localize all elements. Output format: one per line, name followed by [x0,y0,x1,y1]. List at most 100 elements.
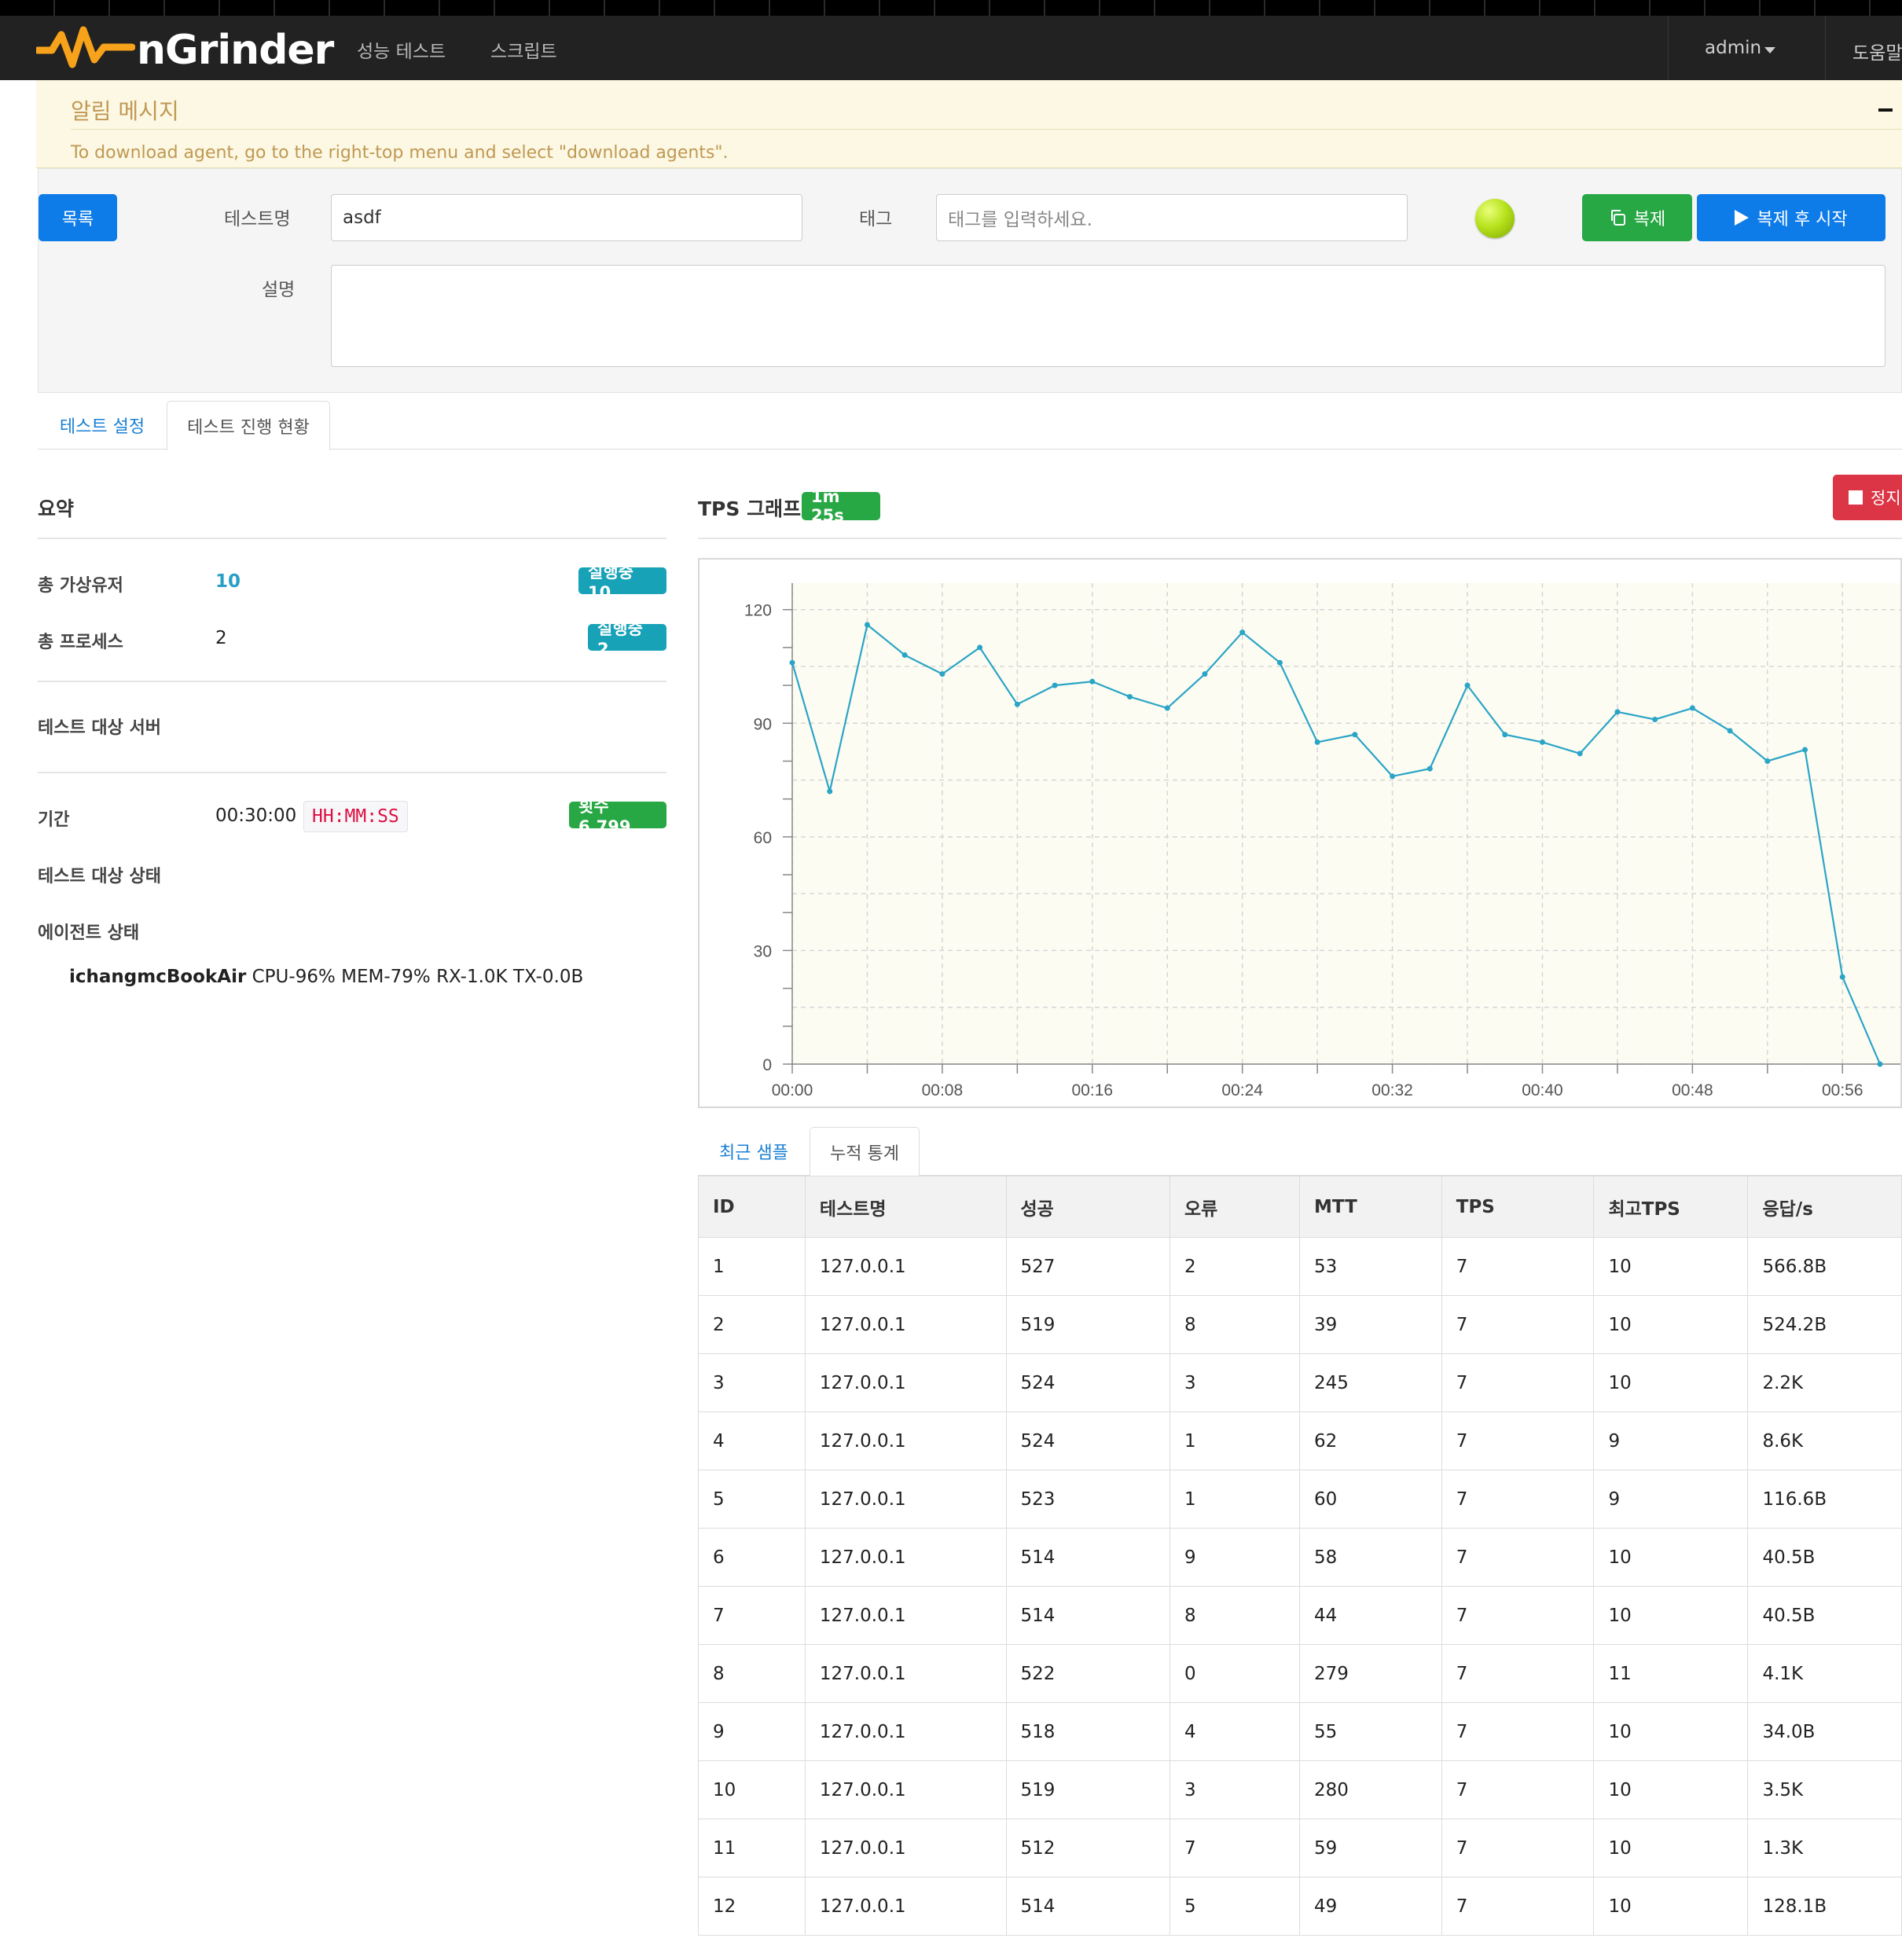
agent-status-row: ichangmcBookAir CPU-96% MEM-79% RX-1.0K … [69,967,583,987]
test-name-input[interactable]: asdf [331,194,802,241]
cell-peak-tps: 9 [1593,1470,1749,1529]
main-tabs: 테스트 설정 테스트 진행 현황 [38,401,1902,450]
cell-test-name: 127.0.0.1 [804,1644,1007,1703]
column-header-peak-tps: 최고TPS [1593,1176,1749,1238]
cell-id: 12 [698,1877,806,1936]
cell-tps: 7 [1441,1470,1595,1529]
target-status-label: 테스트 대상 상태 [38,867,161,886]
nav-performance-test[interactable]: 성능 테스트 [357,42,446,62]
description-textarea[interactable] [331,265,1885,367]
cell-peak-tps: 11 [1593,1644,1749,1703]
cell-success: 518 [1005,1702,1171,1761]
table-row: 11 127.0.0.1 512 7 59 7 10 1.3K [698,1819,1902,1877]
collapse-icon[interactable] [1878,108,1893,112]
cell-errors: 2 [1169,1237,1300,1296]
cell-tps: 7 [1441,1877,1595,1936]
cell-bytes-per-second: 128.1B [1747,1877,1902,1936]
y-tick-label: 0 [762,1056,772,1074]
list-button[interactable]: 목록 [39,194,117,241]
process-running-badge: 실행중 2 [588,619,666,659]
cell-test-name: 127.0.0.1 [804,1353,1007,1412]
elapsed-time-badge: 1m 25s [802,487,880,525]
cell-errors: 0 [1169,1644,1300,1703]
y-tick-label: 30 [754,942,772,960]
cell-success: 527 [1005,1237,1171,1296]
help-menu[interactable]: 도움말 [1825,16,1902,80]
table-row: 9 127.0.0.1 518 4 55 7 10 34.0B [698,1702,1902,1761]
cell-id: 10 [698,1760,806,1819]
tps-data-point [1689,705,1695,711]
stop-button[interactable]: 정지 [1833,475,1902,520]
tps-series-line [791,623,1882,1065]
cell-bytes-per-second: 40.5B [1747,1586,1902,1645]
caret-down-icon [1764,47,1775,53]
cell-mtt: 53 [1298,1237,1442,1296]
cell-mtt: 62 [1298,1411,1442,1470]
tps-data-point [1802,747,1808,753]
cell-success: 514 [1005,1586,1171,1645]
tps-data-point [1877,1061,1883,1067]
table-row: 8 127.0.0.1 522 0 279 7 11 4.1K [698,1644,1902,1703]
ngrinder-logo[interactable]: nGrinder [34,24,334,74]
description-label: 설명 [262,280,296,300]
test-name-label: 테스트명 [224,209,291,229]
tag-input[interactable]: 태그를 입력하세요. [936,194,1408,241]
vusers-running-badge: 실행중 10 [578,563,666,602]
stats-table: ID 테스트명 성공 오류 MTT TPS 최고TPS 응답/s 1 127.0.0.1 527 2… [698,1176,1902,1936]
user-name: admin [1705,38,1762,58]
column-header-errors: 오류 [1169,1176,1300,1238]
tps-data-point [1164,705,1170,711]
tps-data-point [1614,709,1621,715]
cell-tps: 7 [1441,1760,1595,1819]
copy-and-start-button[interactable]: 복제 후 시작 [1697,194,1885,241]
tab-test-progress[interactable]: 테스트 진행 현황 [167,401,330,450]
tab-recent-samples[interactable]: 최근 샘플 [719,1143,788,1163]
status-ball-icon [1475,199,1515,238]
cell-success: 514 [1005,1877,1171,1936]
tps-data-point [1426,765,1433,772]
tps-data-point [1239,629,1246,636]
tps-data-point [1314,739,1320,745]
cell-test-name: 127.0.0.1 [804,1702,1007,1761]
summary-divider [38,538,666,539]
tps-data-point [939,671,945,677]
tps-data-point [977,644,983,651]
cell-tps: 7 [1441,1528,1595,1587]
cell-test-name: 127.0.0.1 [804,1760,1007,1819]
copy-button[interactable]: 복제 [1582,194,1692,241]
cell-tps: 7 [1441,1353,1595,1412]
cell-errors: 4 [1169,1702,1300,1761]
user-menu[interactable]: admin [1668,16,1776,80]
cell-mtt: 245 [1298,1353,1442,1412]
tps-data-point [1464,682,1471,688]
cell-errors: 1 [1169,1470,1300,1529]
table-row: 2 127.0.0.1 519 8 39 7 10 524.2B [698,1295,1902,1354]
cell-id: 11 [698,1819,806,1877]
cell-peak-tps: 10 [1593,1237,1749,1296]
cell-bytes-per-second: 4.1K [1747,1644,1902,1703]
agent-stats: CPU-96% MEM-79% RX-1.0K TX-0.0B [252,967,584,987]
cell-errors: 1 [1169,1411,1300,1470]
cell-bytes-per-second: 2.2K [1747,1353,1902,1412]
cell-id: 2 [698,1295,806,1354]
stats-tabs: 최근 샘플 누적 통계 [698,1127,1902,1176]
help-label: 도움말 [1852,43,1902,64]
column-header-test-name: 테스트명 [804,1176,1007,1238]
summary-divider-3 [38,772,666,773]
agent-status-label: 에이전트 상태 [38,923,140,943]
cell-peak-tps: 10 [1593,1877,1749,1936]
tab-test-settings[interactable]: 테스트 설정 [59,417,145,437]
cell-success: 524 [1005,1411,1171,1470]
cell-bytes-per-second: 34.0B [1747,1702,1902,1761]
alert-divider [71,129,1902,130]
tps-data-point [827,788,833,795]
nav-script[interactable]: 스크립트 [490,42,557,62]
cell-test-name: 127.0.0.1 [804,1586,1007,1645]
stop-icon [1849,490,1863,505]
alert-message: 알림 메시지 To download agent, go to the righ… [36,80,1902,168]
tps-data-point [1839,974,1845,980]
tps-data-point [1502,732,1508,738]
column-header-mtt: MTT [1298,1176,1442,1238]
copy-button-label: 복제 [1633,210,1666,229]
tab-cumulative-stats[interactable]: 누적 통계 [810,1127,920,1176]
